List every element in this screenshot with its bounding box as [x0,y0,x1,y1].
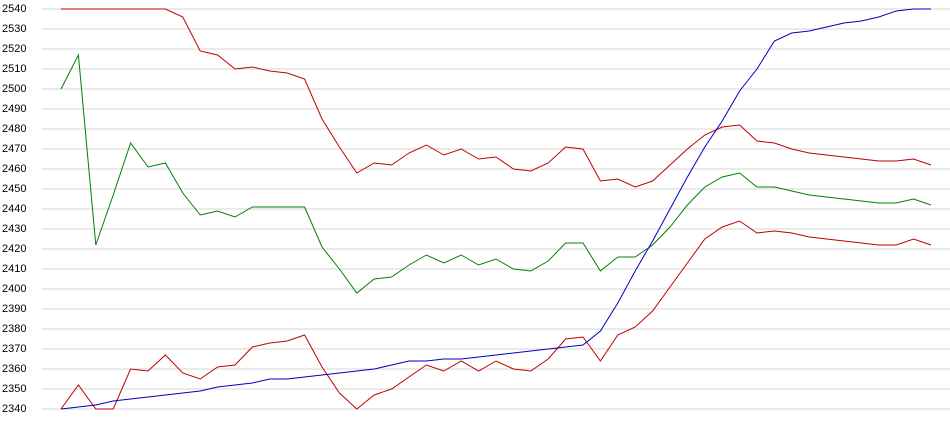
y-tick-label: 2530 [2,23,26,35]
series-line [60,8,931,410]
y-tick-label: 2500 [2,83,26,95]
y-tick-label: 2470 [2,143,26,155]
series-line [60,53,932,294]
y-tick-label: 2480 [2,123,26,135]
y-tick-label: 2520 [2,43,26,55]
y-tick-label: 2510 [2,63,26,75]
y-tick-label: 2360 [2,363,26,375]
y-tick-label: 2430 [2,223,26,235]
y-tick-label: 2380 [2,323,26,335]
y-tick-label: 2340 [2,403,26,415]
y-tick-label: 2540 [2,3,26,15]
y-tick-label: 2490 [2,103,26,115]
series-line [61,8,932,188]
y-tick-label: 2370 [2,343,26,355]
series-line [60,220,932,410]
y-tick-label: 2440 [2,203,26,215]
y-tick-label: 2400 [2,283,26,295]
y-tick-label: 2450 [2,183,26,195]
y-tick-label: 2420 [2,243,26,255]
y-tick-label: 2390 [2,303,26,315]
y-tick-label: 2350 [2,383,26,395]
y-tick-label: 2460 [2,163,26,175]
y-tick-label: 2410 [2,263,26,275]
